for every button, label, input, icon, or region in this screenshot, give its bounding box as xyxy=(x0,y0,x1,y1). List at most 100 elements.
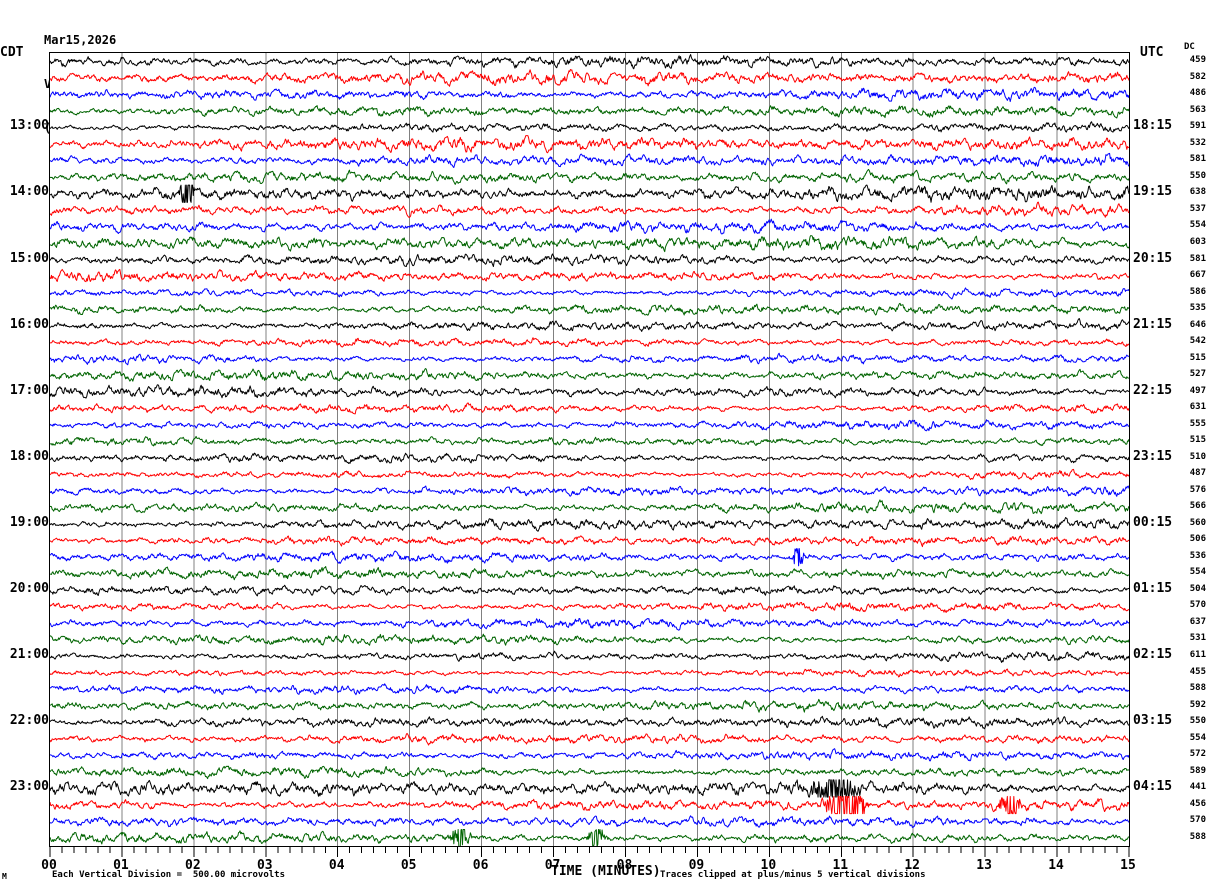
trace-row-39 xyxy=(50,698,1129,713)
seismogram-plot[interactable] xyxy=(49,52,1130,847)
footer-scale-note: Each Vertical Division = 500.00 microvol… xyxy=(52,870,285,880)
right-time-label-00-15: 00:15 xyxy=(1133,514,1173,530)
trace-row-33 xyxy=(50,601,1129,613)
trace-row-29 xyxy=(50,535,1129,548)
trace-row-46 xyxy=(50,815,1129,828)
trace-row-41 xyxy=(50,732,1129,746)
trace-row-15 xyxy=(50,302,1129,316)
trace-row-9 xyxy=(50,201,1129,218)
dc-value-row-46: 570 xyxy=(1189,815,1206,826)
dc-value-row-15: 535 xyxy=(1189,303,1206,314)
trace-row-16 xyxy=(50,318,1129,332)
trace-row-7 xyxy=(50,168,1129,185)
dc-value-row-26: 576 xyxy=(1189,484,1206,495)
right-time-label-21-15: 21:15 xyxy=(1133,316,1173,332)
left-time-label-20-00: 20:00 xyxy=(9,580,49,596)
left-time-label-18-00: 18:00 xyxy=(9,448,49,464)
dc-value-row-42: 572 xyxy=(1189,749,1206,760)
right-timezone-label: UTC xyxy=(1140,45,1164,60)
trace-row-0 xyxy=(50,54,1129,70)
x-tick-label-05: 05 xyxy=(400,858,417,873)
trace-row-28 xyxy=(50,516,1129,532)
dc-value-row-7: 550 xyxy=(1189,170,1206,181)
dc-value-row-1: 582 xyxy=(1189,71,1206,82)
dc-value-row-30: 536 xyxy=(1189,550,1206,561)
right-time-label-02-15: 02:15 xyxy=(1133,647,1173,662)
x-tick-label-03: 03 xyxy=(256,858,273,873)
x-tick-label-02: 02 xyxy=(185,858,201,873)
dc-value-row-39: 592 xyxy=(1189,699,1206,710)
dc-value-row-36: 611 xyxy=(1189,650,1206,660)
trace-row-18 xyxy=(50,352,1129,366)
dc-value-row-45: 456 xyxy=(1189,798,1206,809)
dc-value-row-3: 563 xyxy=(1189,104,1206,115)
dc-value-row-37: 455 xyxy=(1189,666,1206,677)
dc-value-row-40: 550 xyxy=(1189,716,1206,727)
left-time-label-23-00: 23:00 xyxy=(9,779,49,795)
trace-row-6 xyxy=(50,152,1129,169)
trace-row-1 xyxy=(50,69,1129,87)
left-time-label-15-00: 15:00 xyxy=(9,250,49,266)
trace-row-25 xyxy=(50,468,1129,481)
x-tick-label-09: 09 xyxy=(688,858,705,873)
left-time-label-16-00: 16:00 xyxy=(9,316,49,332)
right-time-label-22-15: 22:15 xyxy=(1133,382,1173,398)
right-time-label-18-15: 18:15 xyxy=(1133,118,1173,134)
dc-value-row-20: 497 xyxy=(1189,385,1206,396)
dc-value-row-13: 667 xyxy=(1189,270,1206,281)
x-tick-label-12: 12 xyxy=(904,858,921,873)
dc-value-row-38: 588 xyxy=(1189,683,1206,694)
trace-row-12 xyxy=(50,253,1129,268)
dc-value-row-2: 486 xyxy=(1189,88,1206,99)
left-time-label-17-00: 17:00 xyxy=(9,382,49,398)
header-date: Mar15,2026 xyxy=(44,33,117,48)
dc-value-row-44: 441 xyxy=(1189,782,1206,793)
x-tick-label-13: 13 xyxy=(976,858,992,873)
trace-row-20 xyxy=(50,384,1129,399)
x-tick-label-15: 15 xyxy=(1120,858,1136,873)
dc-value-row-23: 515 xyxy=(1189,435,1206,446)
footer-clip-note: Traces clipped at plus/minus 5 vertical … xyxy=(660,870,926,880)
dc-value-row-31: 554 xyxy=(1189,567,1206,578)
trace-row-8 xyxy=(50,184,1129,203)
trace-row-5 xyxy=(50,135,1129,154)
trace-row-13 xyxy=(50,268,1129,283)
dc-value-row-32: 504 xyxy=(1189,583,1206,594)
dc-value-row-22: 555 xyxy=(1189,418,1206,429)
trace-row-24 xyxy=(50,452,1129,465)
trace-row-30 xyxy=(50,548,1129,567)
trace-row-26 xyxy=(50,485,1129,497)
right-time-label-04-15: 04:15 xyxy=(1133,779,1173,795)
x-axis-ticks xyxy=(49,847,1130,857)
left-time-label-19-00: 19:00 xyxy=(9,514,49,530)
dc-value-row-16: 646 xyxy=(1189,319,1206,330)
dc-value-row-5: 532 xyxy=(1189,137,1206,148)
dc-value-row-10: 554 xyxy=(1189,220,1206,231)
x-tick-label-06: 06 xyxy=(472,858,489,873)
dc-value-row-19: 527 xyxy=(1189,369,1206,380)
right-time-label-20-15: 20:15 xyxy=(1133,250,1173,266)
x-tick-label-10: 10 xyxy=(760,858,777,873)
trace-row-4 xyxy=(50,121,1129,133)
trace-row-23 xyxy=(50,435,1129,447)
dc-value-row-35: 531 xyxy=(1189,633,1206,644)
trace-row-14 xyxy=(50,287,1129,300)
trace-row-19 xyxy=(50,368,1129,382)
trace-row-36 xyxy=(50,650,1129,663)
trace-row-10 xyxy=(50,218,1129,235)
dc-value-row-21: 631 xyxy=(1189,402,1206,413)
right-time-label-01-15: 01:15 xyxy=(1133,580,1173,596)
left-time-label-14-00: 14:00 xyxy=(9,184,49,200)
trace-row-27 xyxy=(50,499,1129,515)
dc-value-row-24: 510 xyxy=(1189,451,1206,462)
trace-row-22 xyxy=(50,419,1129,432)
dc-value-row-18: 515 xyxy=(1189,352,1206,363)
left-time-label-21-00: 21:00 xyxy=(9,647,49,662)
dc-value-row-9: 537 xyxy=(1189,203,1206,214)
dc-value-row-34: 637 xyxy=(1189,616,1206,627)
dc-value-row-47: 588 xyxy=(1189,831,1206,842)
dc-value-row-33: 570 xyxy=(1189,600,1206,611)
dc-value-row-25: 487 xyxy=(1189,468,1206,479)
dc-value-row-27: 566 xyxy=(1189,501,1206,512)
dc-value-row-12: 581 xyxy=(1189,253,1206,264)
